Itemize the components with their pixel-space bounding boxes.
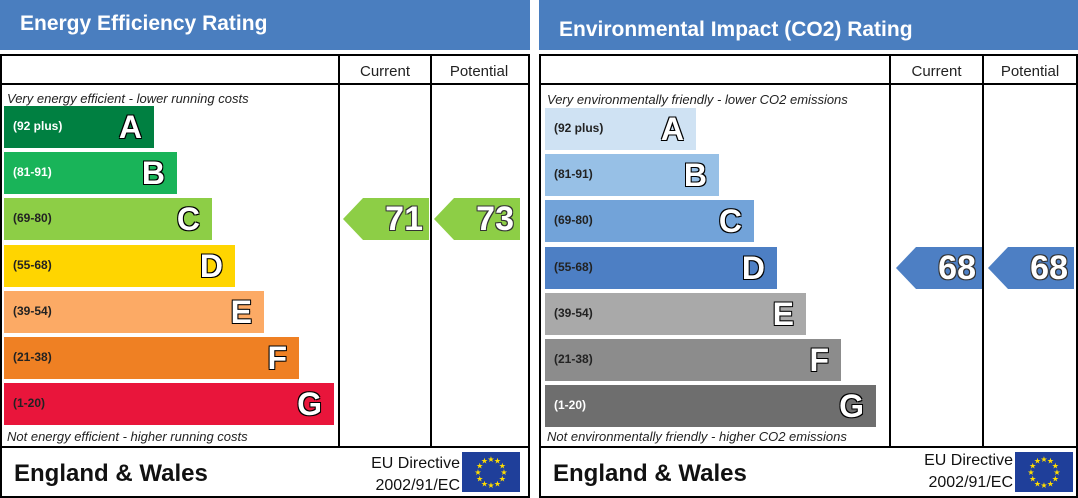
band-d: (55-68) D <box>545 246 777 289</box>
eu-directive: EU Directive 2002/91/EC <box>907 450 1013 494</box>
potential-rating-value: 73 <box>476 200 514 239</box>
eu-directive: EU Directive 2002/91/EC <box>356 453 460 497</box>
bottom-note: Not environmentally friendly - higher CO… <box>547 429 847 444</box>
svg-text:★: ★ <box>474 468 481 477</box>
band-letter: D <box>199 247 223 284</box>
band-g: (1-20) G <box>545 385 876 428</box>
svg-text:★: ★ <box>1029 462 1036 471</box>
svg-text:★: ★ <box>476 475 483 484</box>
energy-efficiency-title: Energy Efficiency Rating <box>0 0 530 50</box>
band-range: (92 plus) <box>13 119 63 133</box>
band-range: (39-54) <box>13 303 52 318</box>
band-e: (39-54) E <box>4 290 264 333</box>
band-b: (81-91) B <box>545 154 719 197</box>
band-range: (21-38) <box>554 352 593 366</box>
band-letter: G <box>839 388 864 425</box>
potential-column-header: Potential <box>449 63 509 80</box>
svg-text:★: ★ <box>1053 468 1060 477</box>
top-note: Very energy efficient - lower running co… <box>7 91 249 106</box>
band-d: (55-68) D <box>4 244 235 287</box>
svg-text:★: ★ <box>487 455 494 464</box>
svg-text:★: ★ <box>481 479 488 488</box>
band-letter: E <box>772 295 794 332</box>
band-letter: D <box>741 249 765 286</box>
eu-flag-icon: ★ ★ ★ ★ ★ ★ ★ ★ ★ ★ ★ ★ <box>462 452 520 492</box>
current-rating-arrow: 68 <box>896 246 982 289</box>
band-letter: F <box>267 340 287 376</box>
svg-text:★: ★ <box>1047 479 1054 488</box>
band-range: (1-20) <box>13 396 46 411</box>
footer-country: England & Wales <box>553 460 747 487</box>
potential-rating-arrow: 68 <box>988 246 1074 289</box>
current-rating-arrow: 71 <box>343 198 429 241</box>
bottom-note: Not energy efficient - higher running co… <box>7 429 248 444</box>
band-f: (21-38) F <box>545 339 841 381</box>
band-letter: A <box>660 111 684 147</box>
directive-line2: 2002/91/EC <box>375 477 460 494</box>
current-rating-value: 68 <box>938 248 976 287</box>
svg-text:★: ★ <box>494 457 501 466</box>
band-range: (55-68) <box>13 257 52 272</box>
svg-text:★: ★ <box>476 462 483 471</box>
band-range: (1-20) <box>554 398 587 413</box>
energy-efficiency-panel: Energy Efficiency Rating Current Potenti… <box>0 0 530 498</box>
svg-text:★: ★ <box>1027 468 1034 477</box>
environmental-impact-table: Current Potential Very environmentally f… <box>539 54 1078 498</box>
directive-line1: EU Directive <box>924 452 1013 469</box>
band-letter: F <box>809 342 829 378</box>
band-letter: C <box>176 201 200 238</box>
footer-country: England & Wales <box>14 460 208 487</box>
band-letter: B <box>683 157 707 194</box>
band-a: (92 plus) A <box>545 108 696 150</box>
band-a: (92 plus) A <box>4 106 154 148</box>
top-note: Very environmentally friendly - lower CO… <box>547 92 848 107</box>
band-range: (81-91) <box>554 167 593 182</box>
band-letter: E <box>230 293 252 330</box>
band-range: (55-68) <box>554 259 593 274</box>
band-f: (21-38) F <box>4 337 299 379</box>
potential-column-header: Potential <box>1000 63 1060 80</box>
band-c: (69-80) C <box>545 200 754 243</box>
svg-text:★: ★ <box>1034 479 1041 488</box>
energy-efficiency-table: Current Potential Very energy efficient … <box>0 54 530 498</box>
svg-text:★: ★ <box>499 475 506 484</box>
svg-text:★: ★ <box>500 468 507 477</box>
band-b: (81-91) B <box>4 152 177 195</box>
band-range: (92 plus) <box>554 121 604 135</box>
svg-text:★: ★ <box>487 481 494 490</box>
band-letter: B <box>141 155 165 192</box>
band-letter: G <box>297 386 322 423</box>
svg-text:★: ★ <box>1052 462 1059 471</box>
band-letter: C <box>718 203 742 240</box>
current-column-header: Current <box>911 63 962 80</box>
band-e: (39-54) E <box>545 292 806 335</box>
band-range: (81-91) <box>13 165 52 180</box>
svg-text:★: ★ <box>494 479 501 488</box>
current-rating-value: 71 <box>385 200 423 239</box>
svg-text:★: ★ <box>1040 455 1047 464</box>
potential-rating-value: 68 <box>1030 248 1068 287</box>
svg-text:★: ★ <box>1034 457 1041 466</box>
current-column-header: Current <box>359 63 411 80</box>
svg-text:★: ★ <box>1029 475 1036 484</box>
directive-line2: 2002/91/EC <box>928 474 1013 491</box>
band-range: (39-54) <box>554 305 593 320</box>
svg-text:★: ★ <box>1047 457 1054 466</box>
band-g: (1-20) G <box>4 383 334 426</box>
environmental-impact-title: Environmental Impact (CO2) Rating <box>539 0 1078 50</box>
potential-rating-arrow: 73 <box>434 198 520 241</box>
band-range: (69-80) <box>13 211 52 226</box>
band-range: (69-80) <box>554 213 593 228</box>
eu-flag-icon: ★ ★ ★ ★ ★ ★ ★ ★ ★ ★ ★ ★ <box>1015 452 1073 492</box>
svg-text:★: ★ <box>1052 475 1059 484</box>
svg-text:★: ★ <box>499 462 506 471</box>
svg-text:★: ★ <box>1040 481 1047 490</box>
svg-text:★: ★ <box>481 457 488 466</box>
band-range: (21-38) <box>13 350 52 364</box>
band-c: (69-80) C <box>4 198 212 241</box>
band-letter: A <box>118 109 142 145</box>
environmental-impact-panel: Environmental Impact (CO2) Rating Curren… <box>539 0 1078 498</box>
directive-line1: EU Directive <box>371 455 460 472</box>
